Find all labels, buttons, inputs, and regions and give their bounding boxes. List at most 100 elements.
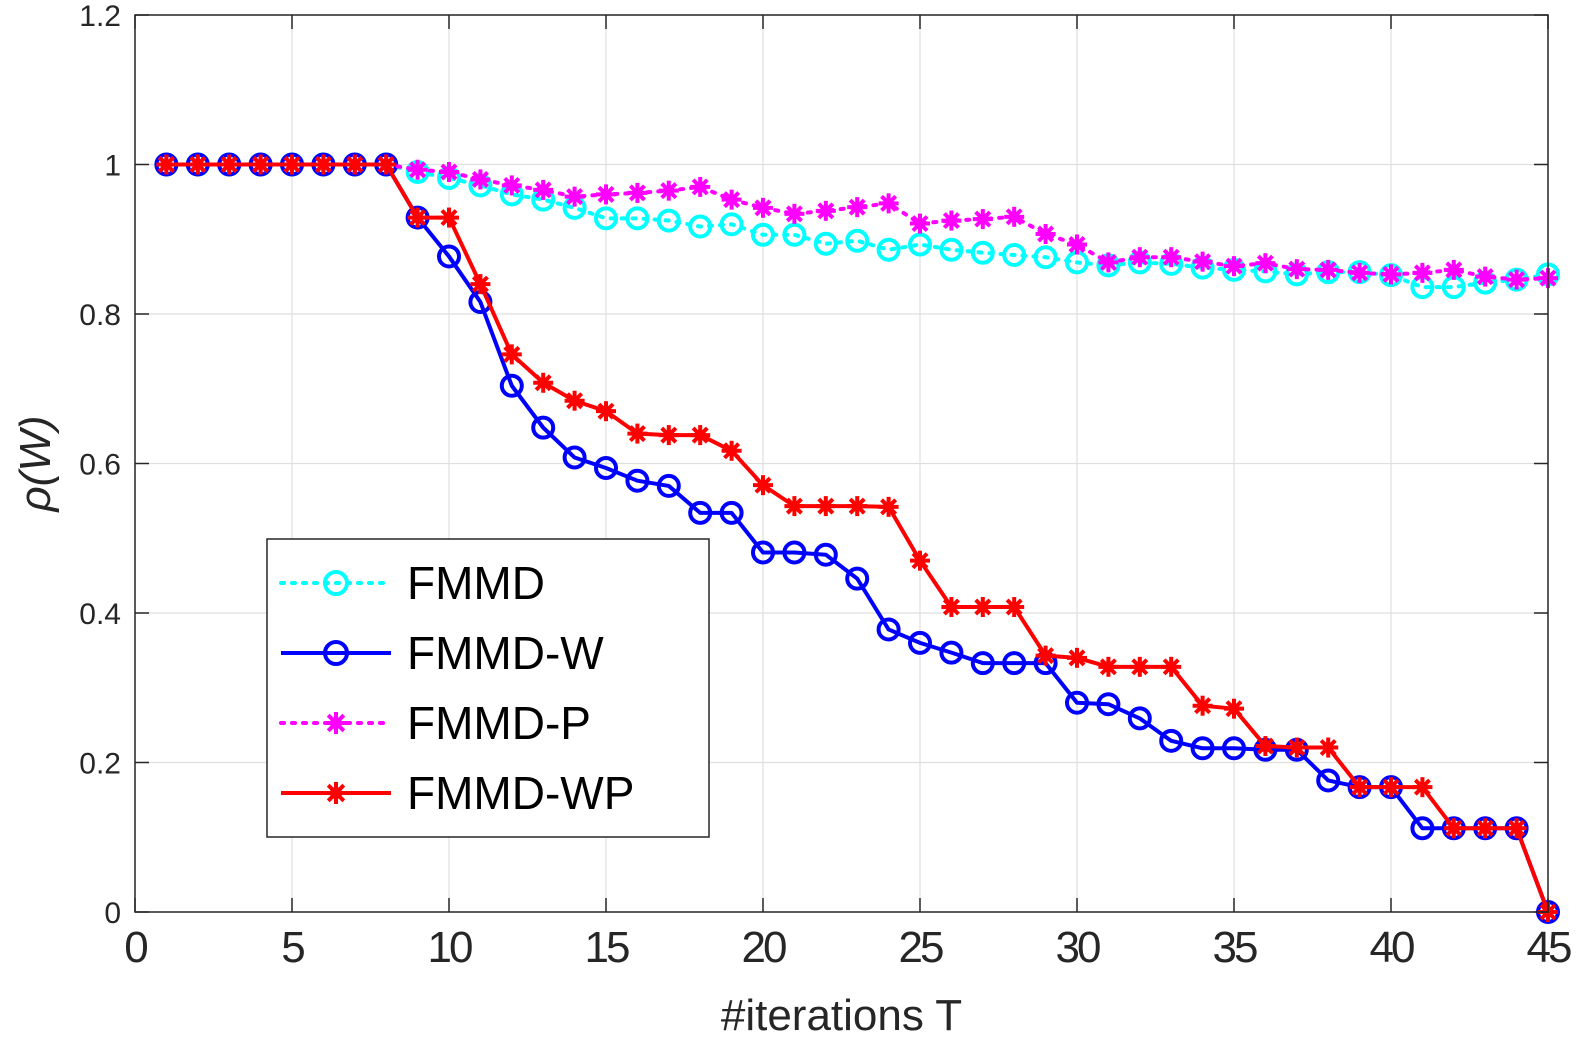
marker-arm (409, 209, 427, 227)
marker-arm (1382, 778, 1400, 796)
data-point-fmmd-wp (1443, 818, 1464, 839)
x-tick-label: 45 (1527, 923, 1571, 972)
data-point-fmmd-w (751, 540, 775, 565)
data-point-fmmd (594, 206, 618, 231)
legend-marker (325, 712, 347, 734)
marker-arm (1162, 248, 1180, 266)
marker-arm (1351, 778, 1369, 796)
marker-arm (628, 425, 646, 443)
legend-marker (323, 570, 349, 596)
data-point-fmmd (751, 222, 775, 247)
y-tick-label: 0.8 (79, 299, 121, 332)
x-tick-label: 40 (1370, 923, 1414, 972)
data-point-fmmd-w (908, 630, 932, 655)
marker-arm (503, 176, 521, 194)
marker-arm (1288, 260, 1306, 278)
data-point-fmmd-p (564, 186, 585, 207)
data-point-fmmd-w (562, 445, 587, 470)
marker-arm (785, 205, 803, 223)
marker-arm (1319, 261, 1337, 279)
marker-arm (1445, 819, 1463, 837)
marker-arm (157, 156, 175, 173)
data-point-fmmd-p (439, 161, 459, 182)
data-point-fmmd-wp (533, 372, 554, 393)
data-point-fmmd-w (1065, 690, 1089, 715)
tick-marks (134, 14, 1549, 913)
data-point-fmmd-p (1192, 251, 1213, 272)
data-point-fmmd-p (1098, 252, 1119, 273)
data-point-fmmd-p (1349, 262, 1370, 283)
legend-label: FMMD-WP (407, 767, 634, 819)
marker-arm (1037, 647, 1055, 665)
x-tick-label: 25 (899, 923, 943, 972)
data-point-fmmd-wp (1318, 737, 1339, 758)
marker-arm (597, 402, 615, 420)
data-point-fmmd-wp (439, 207, 459, 228)
marker-arm (471, 275, 489, 293)
data-point-fmmd-wp (1255, 736, 1276, 757)
marker-arm (723, 442, 741, 460)
data-point-fmmd-w (1316, 768, 1341, 793)
data-point-fmmd-w (1410, 816, 1435, 841)
data-point-fmmd-wp (847, 496, 868, 517)
marker-arm (503, 345, 521, 363)
marker-arm (534, 374, 552, 392)
y-tick-label: 0 (104, 897, 121, 930)
marker-arm (848, 497, 866, 515)
y-tick-label: 0.2 (79, 748, 121, 781)
series-fmmd-wp (156, 154, 1558, 922)
data-point-fmmd-p (847, 197, 868, 218)
series-fmmd-p (156, 154, 1558, 290)
marker-arm (1005, 598, 1023, 616)
data-point-fmmd-p (1506, 269, 1527, 290)
marker-arm (471, 170, 489, 188)
x-tick-label: 35 (1213, 923, 1257, 972)
data-point-fmmd (908, 232, 932, 257)
data-point-fmmd (688, 214, 713, 239)
data-point-fmmd-w (1159, 728, 1184, 753)
legend: FMMD FMMD-W FMMD-P FMMD-WP (266, 538, 710, 838)
data-point-fmmd (719, 212, 744, 237)
data-point-fmmd-wp (627, 423, 648, 444)
series-fmmd (154, 152, 1560, 300)
marker-arm (326, 783, 346, 803)
data-point-fmmd-p (721, 189, 742, 210)
data-point-fmmd-wp (1004, 597, 1025, 618)
data-point-fmmd-w (876, 617, 901, 642)
data-point-fmmd-wp (1098, 656, 1119, 677)
data-point-fmmd-wp (187, 154, 208, 175)
series-line-fmmd-p (164, 162, 1550, 282)
data-point-fmmd-wp (1506, 818, 1527, 839)
data-point-fmmd-p (1381, 264, 1401, 285)
data-point-fmmd-p (407, 159, 428, 180)
marker-arm (1413, 778, 1431, 796)
data-point-fmmd (876, 237, 901, 262)
marker-arm (252, 156, 270, 173)
data-point-fmmd-p (972, 209, 993, 230)
marker-arm (691, 178, 709, 196)
data-point-fmmd-w (1096, 692, 1121, 717)
marker-arm (189, 156, 207, 173)
data-point-fmmd-wp (344, 154, 365, 175)
data-point-fmmd-wp (753, 475, 773, 496)
marker-arm (1319, 739, 1337, 757)
x-tick-label: 10 (428, 923, 472, 972)
x-tick-label: 0 (124, 923, 147, 972)
data-point-fmmd-wp (596, 401, 616, 422)
marker-arm (628, 184, 646, 202)
data-point-fmmd (1002, 242, 1027, 267)
marker-arm (1068, 235, 1086, 253)
data-point-fmmd-p (1318, 259, 1339, 280)
data-point-fmmd-p (1412, 262, 1433, 283)
tick-labels: 0 0.2 0.4 0.6 0.8 1 1.2 0 5 10 15 20 25 30 35 40 45 (79, 0, 1574, 972)
marker-arm (911, 552, 929, 570)
marker-arm (314, 156, 332, 173)
legend-marker (323, 640, 349, 666)
legend-item-fmmd-wp: FMMD-WP (281, 767, 634, 819)
data-point-fmmd-p (1067, 234, 1087, 255)
data-point-fmmd (625, 206, 650, 231)
data-point-fmmd (1033, 245, 1058, 270)
data-point-fmmd-p (1286, 259, 1307, 280)
marker-arm (817, 202, 835, 220)
